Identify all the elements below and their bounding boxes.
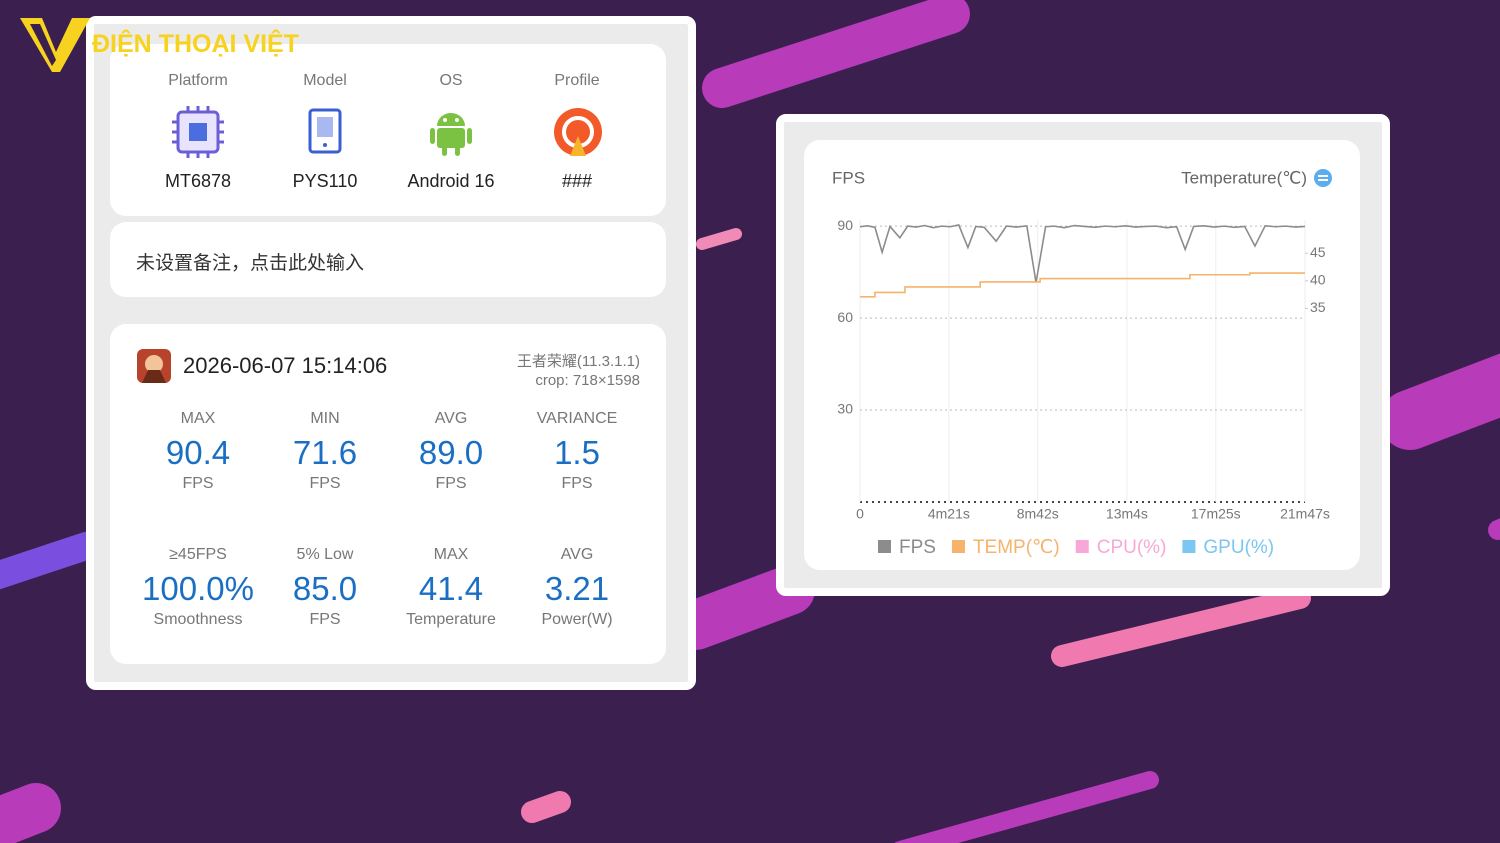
android-icon [430,113,472,156]
stat-unit: Temperature [406,611,496,628]
stat-label: VARIANCE [536,410,618,427]
x-tick-label: 21m47s [1280,506,1330,522]
y-tick-label: 60 [837,309,853,325]
game-icon [137,349,171,383]
logo [20,18,90,72]
series-line [860,272,1305,298]
chip-icon [172,106,224,158]
device-label: Profile [554,72,600,89]
stat-value: 90.4 [165,434,231,471]
y-axis-label: FPS [832,168,865,187]
stat-unit: FPS [561,475,593,492]
series-line [859,223,1306,283]
stat-value: 100.0% [142,570,254,607]
device-value: MT6878 [164,171,232,191]
profile-icon [554,108,602,156]
x-tick-label: 0 [856,506,864,522]
y2-axis-label: Temperature(℃) [1181,168,1307,187]
stat-value: 85.0 [292,570,358,607]
chart: FPS Temperature(℃) 0 4m21s 8m42s 13m4s 17m25… [832,168,1332,558]
note-panel[interactable] [110,222,666,297]
device-label: Model [303,72,347,89]
note-text[interactable]: 未设置备注，点击此处输入 [136,253,365,274]
stat-label: MIN [310,410,340,427]
device-value: Android 16 [407,171,495,191]
crop-size: crop: 718×1598 [535,372,640,389]
device-label: OS [439,72,463,89]
y2-tick-label: 45 [1310,244,1326,260]
stat-value: 1.5 [554,434,600,471]
legend-swatch [878,540,891,553]
stat-label: MAX [433,546,469,563]
stat-value: 89.0 [418,434,484,471]
session-datetime: 2026-06-07 15:14:06 [183,353,388,378]
x-tick-label: 4m21s [928,506,970,522]
stats-panel [110,324,666,664]
legend-label: GPU(%) [1203,537,1274,558]
stat-unit: FPS [182,475,214,492]
device-label: Platform [168,72,228,89]
toggle-icon[interactable] [1314,169,1332,187]
device-value: PYS110 [292,171,358,191]
stat-unit: Power(W) [541,611,613,628]
y2-tick-label: 35 [1310,299,1326,315]
stat-label: AVG [434,410,468,427]
watermark: ĐIỆN THOẠI VIỆT [92,30,299,58]
legend-swatch [1182,540,1196,553]
chart-panel [804,140,1360,570]
stat-label: 5% Low [296,546,354,563]
stat-unit: Smoothness [153,611,243,628]
device-value: ### [561,171,593,191]
y2-tick-label: 40 [1310,272,1326,288]
x-tick-label: 17m25s [1191,506,1241,522]
stat-label: MAX [180,410,216,427]
stat-unit: FPS [309,611,341,628]
x-tick-label: 8m42s [1017,506,1059,522]
legend-label: FPS [899,537,936,558]
legend-swatch [1075,540,1089,553]
stat-value: 71.6 [292,434,358,471]
x-tick-label: 13m4s [1106,506,1148,522]
legend-label: TEMP(℃) [973,537,1060,558]
phone-icon [308,108,342,154]
stat-value: 41.4 [418,570,484,607]
stat-unit: FPS [435,475,467,492]
stat-label: AVG [560,546,594,563]
stat-label: ≥45FPS [169,546,227,563]
game-name: 王者荣耀(11.3.1.1) [516,353,640,370]
y-tick-label: 90 [837,217,853,233]
legend-swatch [951,540,965,553]
legend-label: CPU(%) [1097,537,1167,558]
stat-unit: FPS [309,475,341,492]
y-tick-label: 30 [837,401,853,417]
stat-value: 3.21 [544,570,610,607]
